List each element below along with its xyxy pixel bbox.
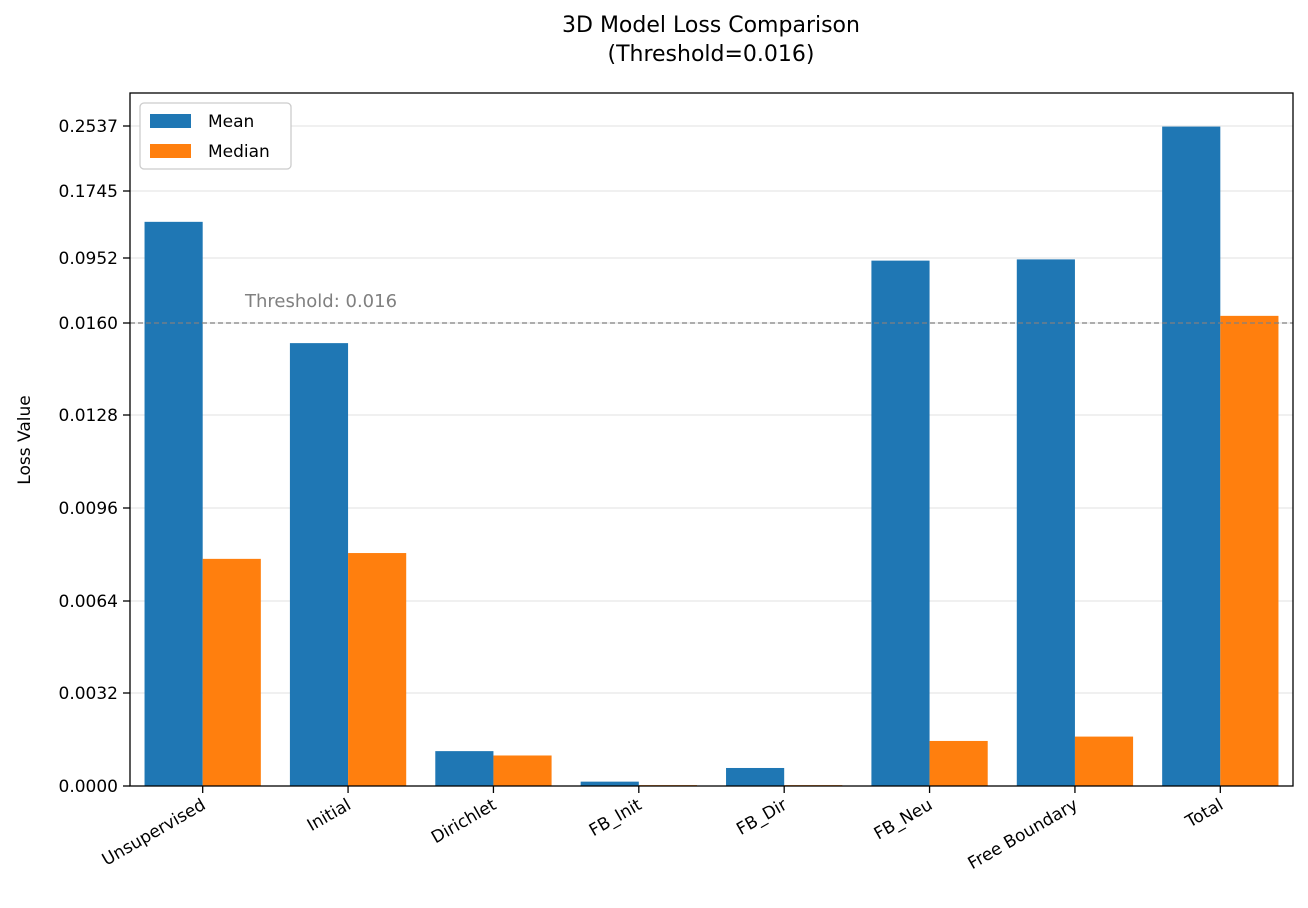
x-tick-label: FB_Dir — [733, 795, 790, 840]
y-tick-label: 0.0000 — [59, 777, 118, 797]
y-tick-label: 0.2537 — [59, 117, 118, 137]
bar-median — [1220, 315, 1279, 786]
bar-median — [202, 558, 261, 786]
x-tick-label: Total — [1182, 795, 1227, 833]
chart-subtitle: (Threshold=0.016) — [607, 42, 814, 67]
x-tick-label: FB_Init — [586, 795, 646, 841]
legend-swatch-median — [150, 144, 191, 158]
y-tick-label: 0.0032 — [59, 684, 118, 704]
y-tick-label: 0.0952 — [59, 249, 118, 269]
x-axis-ticks: Unsupervised Initial Dirichlet FB_Init FB_Di… — [99, 786, 1227, 874]
threshold-line-group: Threshold: 0.016 — [130, 282, 1293, 324]
bar-median — [929, 740, 988, 786]
legend: Mean Median — [139, 102, 292, 170]
bar-mean — [435, 751, 494, 786]
threshold-label: Threshold: 0.016 — [244, 291, 397, 312]
y-axis-label: Loss Value — [15, 395, 35, 484]
bar-mean — [580, 781, 639, 786]
x-tick-label: Dirichlet — [428, 795, 500, 848]
legend-label-median: Median — [208, 142, 270, 162]
plot-frame — [129, 92, 1294, 787]
bar-mean — [871, 260, 930, 787]
bar-median — [348, 553, 407, 786]
bar-median — [1074, 736, 1134, 786]
bar-median — [493, 755, 552, 786]
bar-mean — [1016, 259, 1075, 786]
chart-title: 3D Model Loss Comparison — [562, 13, 860, 38]
y-tick-label: 0.0096 — [59, 499, 118, 519]
bar-mean — [726, 767, 785, 786]
x-tick-label: Unsupervised — [99, 795, 209, 870]
y-tick-label: 0.0160 — [59, 314, 118, 334]
x-tick-label: FB_Neu — [871, 795, 936, 844]
bar-mean — [1162, 126, 1221, 787]
x-tick-label: Free Boundary — [965, 795, 1082, 874]
legend-label-mean: Mean — [208, 112, 254, 132]
x-tick-label: Initial — [304, 795, 355, 836]
y-axis-ticks: 0.0000 0.0032 0.0064 0.0096 0.0128 0.0160 0.09… — [59, 117, 130, 797]
y-tick-label: 0.0064 — [59, 592, 118, 612]
y-tick-label: 0.1745 — [59, 182, 118, 202]
y-tick-label: 0.0128 — [59, 406, 118, 426]
bar-mean — [289, 343, 349, 786]
bar-mean — [144, 221, 203, 786]
bars — [144, 126, 1279, 787]
legend-swatch-mean — [150, 114, 191, 128]
threshold-label-box — [236, 282, 426, 320]
